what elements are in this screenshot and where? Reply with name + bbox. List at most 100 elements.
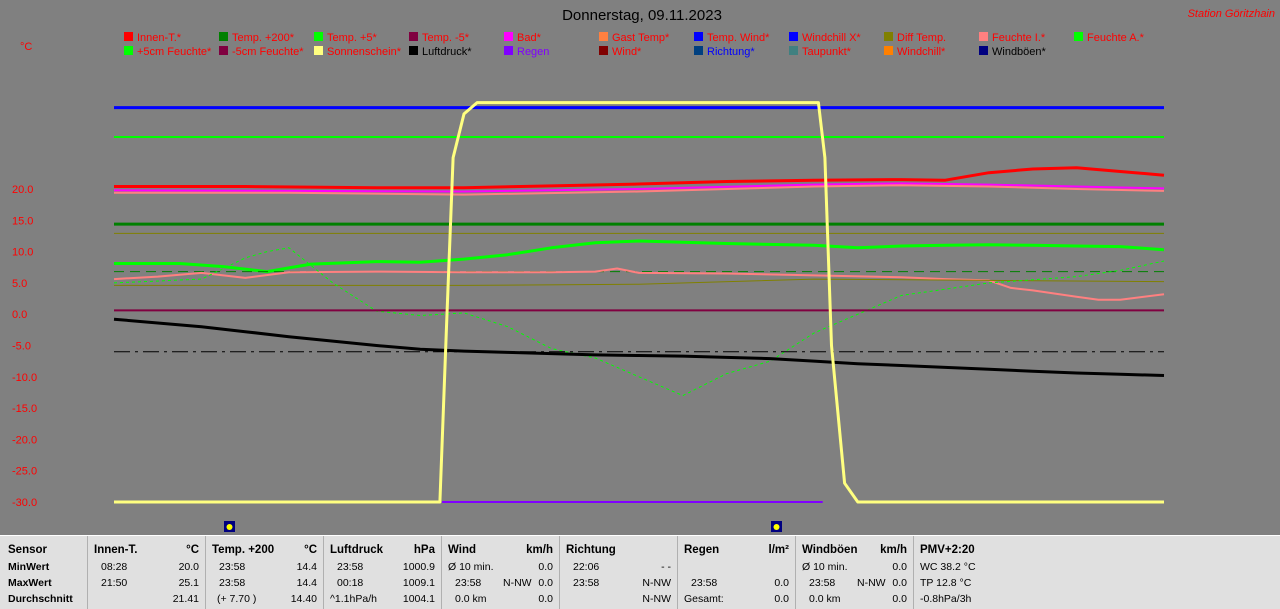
temp200-max-time: 23:58 <box>219 577 246 589</box>
col-wind: Wind km/h Ø 10 min. 0.0 23:58 N-NW 0.0 0… <box>442 536 560 609</box>
series-line <box>114 101 1164 504</box>
pmv-header: PMV+2:20 <box>920 544 975 556</box>
temp200-average: 14.40 <box>290 593 317 605</box>
series-line <box>113 247 1165 397</box>
windboen-max-direction: N-NW <box>857 577 886 589</box>
luftdruck-unit: hPa <box>413 544 435 556</box>
legend-label: -5cm Feuchte* <box>232 46 304 58</box>
y-tick-label: 5.0 <box>12 278 27 290</box>
legend-label: Diff Temp. <box>897 32 946 44</box>
regen-header: Regen <box>684 544 720 556</box>
series-group <box>113 101 1165 504</box>
sensor-header: Sensor <box>8 544 47 556</box>
legend-swatch <box>314 46 323 55</box>
legend-swatch <box>979 32 988 41</box>
regen-total: 0.0 <box>774 593 789 605</box>
innen-min-value: 20.0 <box>178 561 199 573</box>
legend-swatch <box>789 32 798 41</box>
windboen-min-label: Ø 10 min. <box>802 561 848 573</box>
temp200-unit: °C <box>304 544 317 556</box>
innen-average: 21.41 <box>172 593 199 605</box>
windboen-average: 0.0 <box>892 593 907 605</box>
pmv-pressure-trend: -0.8hPa/3h <box>920 593 972 605</box>
row-label-avg: Durchschnitt <box>8 593 73 605</box>
legend-item: Gast Temp* <box>599 32 670 44</box>
series-line <box>113 182 1165 193</box>
legend-swatch <box>124 46 133 55</box>
legend-swatch <box>1074 32 1083 41</box>
richtung-min-time: 22:06 <box>573 561 600 573</box>
legend-swatch <box>504 32 513 41</box>
col-regen: Regen l/m² 23:58 0.0 Gesamt: 0.0 <box>678 536 796 609</box>
legend-label: Feuchte I.* <box>992 32 1046 44</box>
col-temp200: Temp. +200 °C 23:58 14.4 23:58 14.4 (+ 7… <box>206 536 324 609</box>
legend-item: Feuchte A.* <box>1074 32 1145 44</box>
legend-swatch <box>884 32 893 41</box>
legend-label: Windchill* <box>897 46 946 58</box>
legend-label: Feuchte A.* <box>1087 32 1145 44</box>
legend-swatch <box>599 46 608 55</box>
wind-max-value: 0.0 <box>538 577 553 589</box>
legend-swatch <box>789 46 798 55</box>
legend-item: Richtung* <box>694 46 755 58</box>
richtung-min-value: - - <box>661 561 671 573</box>
series-line <box>114 239 1165 274</box>
regen-max-time: 23:58 <box>691 577 718 589</box>
innen-header: Innen-T. <box>94 544 138 556</box>
legend-label: Richtung* <box>707 46 755 58</box>
legend-item: +5cm Feuchte* <box>124 46 212 58</box>
legend-swatch <box>694 46 703 55</box>
innen-min-time: 08:28 <box>101 561 128 573</box>
y-tick-label: -10.0 <box>12 372 37 384</box>
legend-label: Wind* <box>612 46 642 58</box>
row-label-max: MaxWert <box>8 577 52 589</box>
y-tick-label: -30.0 <box>12 497 37 509</box>
col-richtung: Richtung 22:06 - - 23:58 N-NW N-NW <box>560 536 678 609</box>
y-tick-label: 0.0 <box>12 309 27 321</box>
legend-label: Sonnenschein* <box>327 46 402 58</box>
luftdruck-min-value: 1000.9 <box>402 561 435 573</box>
windboen-unit: km/h <box>880 544 907 556</box>
legend-item: Temp. Wind* <box>694 32 770 44</box>
luftdruck-max-time: 00:18 <box>337 577 364 589</box>
luftdruck-trend: ^1.1hPa/h <box>330 593 377 605</box>
col-windboen: Windböen km/h Ø 10 min. 0.0 23:58 N-NW 0… <box>796 536 914 609</box>
legend: Innen-T.* Temp. +200* Temp. +5* Temp. -5* Ba… <box>124 32 1145 58</box>
legend-swatch <box>124 32 133 41</box>
legend-swatch <box>314 32 323 41</box>
series-line <box>114 278 1165 286</box>
temp200-delta: (+ 7.70 ) <box>217 593 257 605</box>
legend-label: Taupunkt* <box>802 46 852 58</box>
col-luftdruck: Luftdruck hPa 23:58 1000.9 00:18 1009.1 … <box>324 536 442 609</box>
legend-item: Feuchte I.* <box>979 32 1046 44</box>
legend-swatch <box>884 46 893 55</box>
legend-swatch <box>219 32 228 41</box>
richtung-average: N-NW <box>642 593 671 605</box>
luftdruck-min-time: 23:58 <box>337 561 364 573</box>
series-line <box>114 166 1165 190</box>
legend-label: Regen <box>517 46 549 58</box>
chart: Donnerstag, 09.11.2023 Station Göritzhai… <box>12 7 1275 532</box>
y-tick-label: 15.0 <box>12 215 33 227</box>
col-pmv: PMV+2:20 WC 38.2 °C TP 12.8 °C -0.8hPa/3… <box>914 536 1280 609</box>
legend-item: Windchill* <box>884 46 946 58</box>
col-sensor: Sensor MinWert MaxWert Durchschnitt <box>0 536 88 609</box>
legend-label: Gast Temp* <box>612 32 670 44</box>
legend-item: Regen <box>504 46 549 58</box>
legend-swatch <box>979 46 988 55</box>
wind-min-label: Ø 10 min. <box>448 561 494 573</box>
temp200-min-time: 23:58 <box>219 561 246 573</box>
legend-label: Temp. +200* <box>232 32 295 44</box>
temp200-max-value: 14.4 <box>296 577 317 589</box>
richtung-header: Richtung <box>566 544 616 556</box>
regen-max-value: 0.0 <box>774 577 789 589</box>
legend-label: Windchill X* <box>802 32 861 44</box>
legend-label: Temp. +5* <box>327 32 378 44</box>
legend-label: Luftdruck* <box>422 46 472 58</box>
windboen-header: Windböen <box>802 544 858 556</box>
y-tick-label: -20.0 <box>12 434 37 446</box>
wind-header: Wind <box>448 544 476 556</box>
legend-item: Wind* <box>599 46 642 58</box>
y-axis-ticks: 20.0 15.0 10.0 5.0 0.0 -5.0 -10.0 -15.0 -20.0 -25… <box>12 184 37 509</box>
wind-max-time: 23:58 <box>455 577 482 589</box>
